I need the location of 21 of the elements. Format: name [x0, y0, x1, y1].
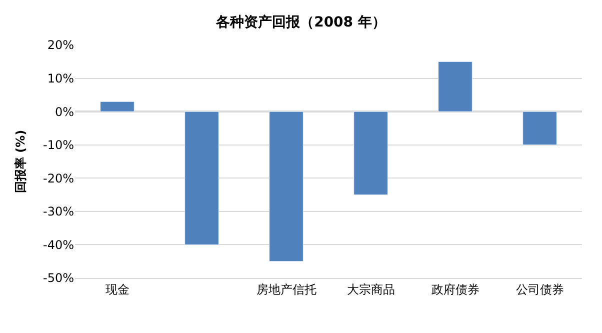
y-tick-label: -10%	[42, 138, 74, 152]
x-tick-label: 大宗商品	[346, 282, 395, 296]
bar	[184, 111, 219, 245]
bar	[100, 101, 134, 112]
chart-title: 各种资产回报（2008 年）	[215, 13, 386, 30]
bar	[522, 111, 557, 146]
bar	[438, 61, 472, 112]
y-tick-label: -40%	[42, 238, 74, 252]
y-axis-title: 回报率 (%)	[13, 130, 28, 194]
x-tick-label: 房地产信托	[256, 282, 316, 296]
x-tick-label: 公司债券	[516, 282, 564, 296]
bar	[354, 111, 388, 196]
y-tick-label: -50%	[42, 271, 74, 286]
x-tick-label: 现金	[105, 282, 130, 296]
y-tick-label: -30%	[42, 204, 74, 219]
y-tick-label: 0%	[54, 104, 74, 119]
x-tick-label: 政府债券	[431, 282, 480, 296]
bar	[269, 111, 304, 262]
y-tick-label: 10%	[47, 71, 74, 86]
y-tick-label: -20%	[42, 171, 74, 186]
y-tick-label: 20%	[47, 38, 74, 52]
